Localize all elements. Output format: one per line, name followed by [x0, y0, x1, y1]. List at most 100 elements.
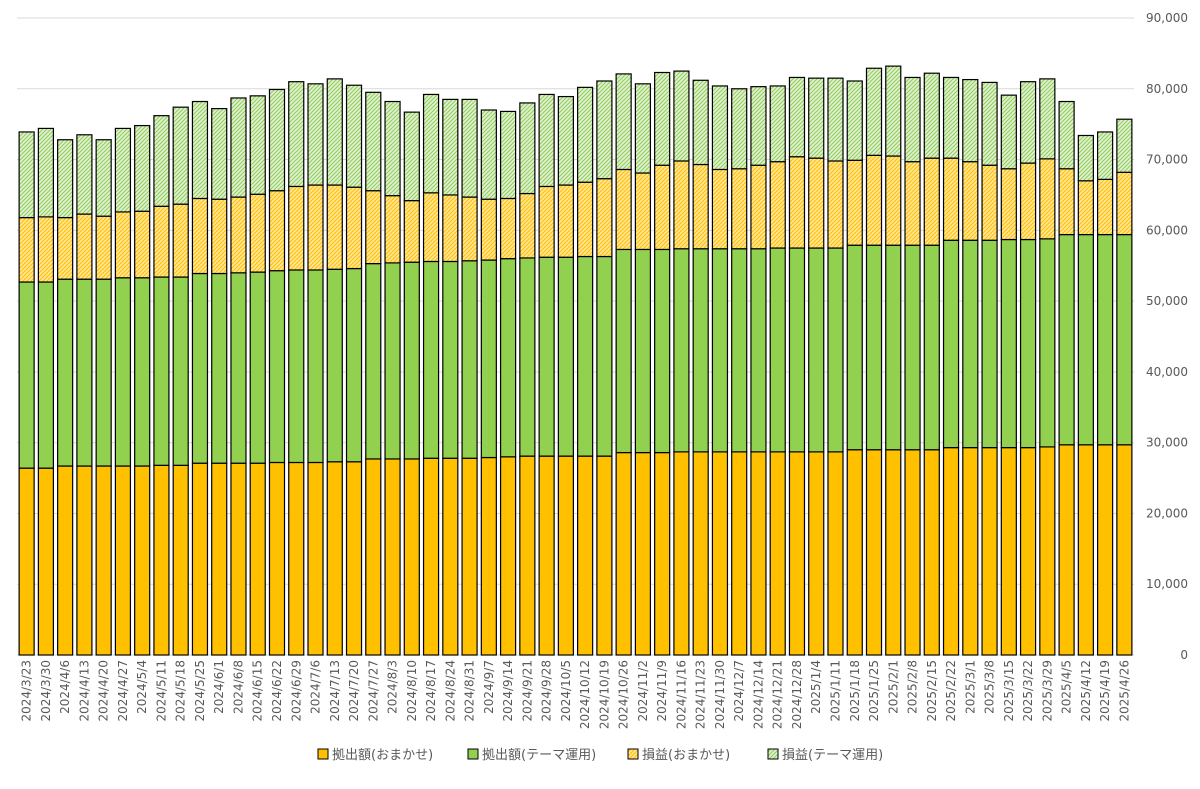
bar-segment	[384, 100, 401, 197]
bar-segment	[57, 465, 74, 656]
bar-segment	[442, 194, 459, 263]
bar-segment	[307, 83, 324, 186]
bar-segment	[885, 65, 902, 157]
bar-segment	[37, 281, 54, 469]
bar-segment	[37, 127, 54, 218]
bar-segment	[692, 79, 709, 166]
y-tick-label: 40,000	[1146, 365, 1188, 379]
legend-swatch	[767, 748, 779, 760]
bar-segment	[442, 457, 459, 656]
bar-segment	[76, 278, 93, 467]
bar-segment	[634, 248, 652, 454]
bar-segment	[904, 76, 921, 163]
bar-segment	[885, 155, 902, 246]
bar-segment	[654, 71, 671, 166]
bar-segment	[577, 455, 594, 656]
x-tick-label: 2025/1/4	[809, 660, 823, 714]
bar-segment	[499, 258, 517, 458]
bar-segment	[114, 465, 132, 656]
bar-segment	[769, 161, 786, 249]
bar-segment	[1116, 118, 1133, 173]
x-tick-label: 2024/7/13	[328, 660, 342, 722]
x-tick-label: 2025/3/1	[963, 660, 977, 714]
bar-segment	[1077, 134, 1094, 182]
bar-segment	[557, 256, 574, 457]
bar-segment	[95, 278, 112, 467]
x-tick-label: 2025/3/22	[1021, 660, 1035, 722]
bar-segment	[1000, 94, 1017, 170]
bar-segment	[654, 248, 671, 454]
bar-segment	[365, 262, 382, 460]
bar-segment	[885, 449, 902, 656]
bar-segment	[519, 192, 536, 259]
x-tick-label: 2024/11/9	[655, 660, 669, 722]
bar-segment	[230, 462, 247, 656]
x-tick-label: 2024/7/27	[366, 660, 380, 722]
bar-segment	[577, 181, 594, 258]
bar-segment	[865, 67, 883, 156]
bar-segment	[596, 255, 613, 457]
bar-segment	[57, 278, 74, 467]
bar-segment	[788, 247, 806, 453]
bar-segment	[249, 462, 266, 656]
bar-segment	[134, 210, 151, 279]
bar-segment	[211, 107, 228, 200]
x-tick-label: 2025/2/1	[886, 660, 900, 714]
x-tick-label: 2025/2/15	[925, 660, 939, 722]
bar-segment	[923, 449, 940, 656]
x-tick-label: 2024/8/31	[463, 660, 477, 722]
x-tick-label: 2024/11/2	[636, 660, 650, 722]
bar-segment	[95, 215, 112, 280]
bar-segment	[345, 267, 363, 463]
bar-segment	[422, 457, 440, 656]
bar-segment	[172, 464, 189, 656]
x-tick-label: 2024/5/25	[193, 660, 207, 722]
x-tick-label: 2024/8/17	[424, 660, 438, 722]
bar-segment	[499, 197, 517, 260]
bar-segment	[18, 281, 35, 469]
x-tick-label: 2024/10/12	[578, 660, 592, 729]
x-tick-label: 2024/8/24	[443, 660, 457, 722]
legend-label: 拠出額(テーマ運用)	[482, 748, 596, 763]
bar-segment	[1000, 447, 1017, 656]
bar-segment	[596, 178, 613, 258]
bar-segment	[76, 213, 93, 280]
bar-segment	[172, 203, 189, 278]
x-tick-label: 2025/3/29	[1040, 660, 1054, 722]
bar-segment	[1000, 238, 1017, 449]
bar-segment	[1116, 444, 1133, 656]
bar-segment	[345, 186, 363, 270]
bar-segment	[1116, 233, 1133, 446]
bar-segment	[499, 110, 517, 200]
bar-segment	[307, 269, 324, 464]
bar-segment	[827, 160, 844, 249]
legend-swatch	[467, 748, 479, 760]
bar-segment	[326, 461, 343, 656]
bar-segment	[307, 184, 324, 271]
bar-segment	[808, 247, 825, 453]
bar-segment	[191, 197, 209, 275]
bar-segment	[557, 184, 574, 258]
bar-segment	[923, 157, 940, 246]
bar-segment	[134, 277, 151, 467]
bar-segment	[577, 255, 594, 457]
bar-segment	[442, 260, 459, 459]
bar-segment	[942, 76, 960, 159]
bar-segment	[230, 196, 247, 274]
bar-segment	[846, 244, 863, 451]
bar-segment	[1097, 178, 1114, 236]
bar-segment	[134, 124, 151, 212]
bar-segment	[230, 272, 247, 464]
x-tick-label: 2025/4/26	[1117, 660, 1131, 722]
bar-segment	[750, 164, 767, 250]
x-axis: 2024/3/23 2024/3/30 2024/4/6 2024/4/13 2024/…	[20, 660, 1132, 729]
bar-segment	[865, 154, 883, 246]
bar-segment	[750, 86, 767, 166]
bar-segment	[442, 98, 459, 196]
bar-segment	[962, 447, 979, 656]
bar-segment	[76, 465, 93, 656]
bar-segment	[422, 93, 440, 194]
x-tick-label: 2024/12/7	[732, 660, 746, 722]
y-tick-label: 0	[1180, 648, 1188, 662]
bar-segment	[191, 462, 209, 656]
